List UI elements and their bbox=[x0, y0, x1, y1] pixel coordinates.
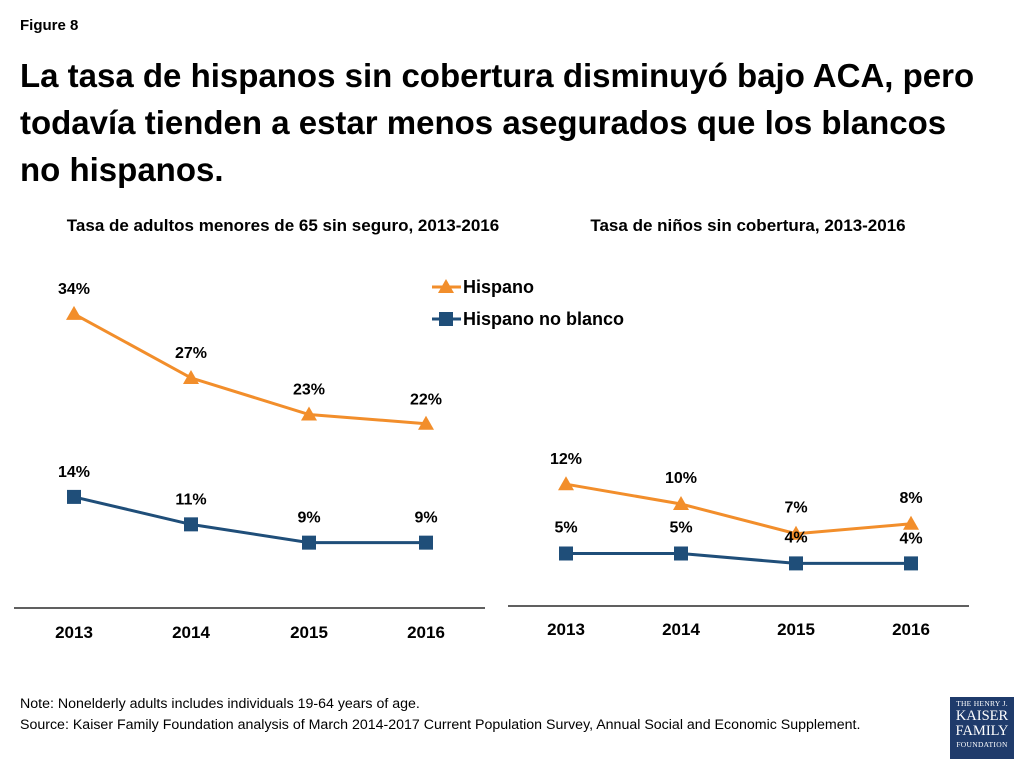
children-chart-title: Tasa de niños sin cobertura, 2013-2016 bbox=[590, 216, 905, 235]
adults-non-hispanic-white-point bbox=[184, 517, 198, 532]
adults-hispanic-point bbox=[418, 415, 434, 430]
children-hispanic-data-label: 7% bbox=[784, 500, 807, 517]
adults-tick-label: 2014 bbox=[172, 623, 210, 642]
adults-hispanic-data-label: 23% bbox=[293, 382, 325, 399]
logo-line4: FOUNDATION bbox=[956, 740, 1008, 749]
adults-non-hispanic-white-line bbox=[73, 495, 426, 545]
adults-non-hispanic-white-point bbox=[302, 535, 316, 550]
children-non-hispanic-white-data-label: 5% bbox=[669, 520, 692, 537]
logo-line1: THE HENRY J. bbox=[956, 699, 1008, 708]
children-tick-label: 2015 bbox=[777, 620, 815, 639]
children-non-hispanic-white-data-label: 4% bbox=[784, 529, 807, 546]
adults-non-hispanic-white-data-label: 11% bbox=[175, 491, 206, 508]
adults-hispanic-point bbox=[301, 406, 317, 421]
logo-line3: FAMILY bbox=[955, 723, 1009, 739]
adults-hispanic-data-label: 27% bbox=[175, 345, 207, 362]
adults-tick-label: 2016 bbox=[407, 623, 445, 642]
children-hispanic-data-label: 8% bbox=[899, 490, 922, 507]
children-non-hispanic-white-point bbox=[559, 546, 573, 561]
adults-non-hispanic-white-data-label: 9% bbox=[414, 510, 437, 527]
children-non-hispanic-white-point bbox=[789, 556, 803, 571]
adults-non-hispanic-white-point bbox=[419, 535, 433, 550]
footer: Note: Nonelderly adults includes individ… bbox=[20, 694, 870, 736]
children-tick-label: 2013 bbox=[547, 620, 585, 639]
children-hispanic-point bbox=[558, 476, 574, 491]
children-hispanic-point bbox=[788, 525, 804, 540]
charts-canvas: Tasa de adultos menores de 65 sin seguro… bbox=[14, 216, 969, 642]
page-title: La tasa de hispanos sin cobertura dismin… bbox=[20, 57, 975, 188]
children-non-hispanic-white-data-label: 4% bbox=[899, 530, 922, 547]
adults-non-hispanic-white-data-label: 14% bbox=[58, 464, 90, 481]
logo-line2: KAISER bbox=[955, 708, 1009, 724]
legend-triangle-marker bbox=[438, 279, 454, 293]
children-hispanic-data-label: 12% bbox=[550, 451, 582, 468]
adults-non-hispanic-white-point bbox=[67, 489, 81, 504]
adults-hispanic-point bbox=[66, 305, 82, 320]
kff-logo: THE HENRY J. KAISER FAMILY FOUNDATION bbox=[950, 697, 1014, 759]
children-non-hispanic-white-point bbox=[674, 546, 688, 561]
adults-hispanic-point bbox=[183, 369, 199, 384]
children-hispanic-line bbox=[565, 482, 912, 536]
adults-hispanic-line bbox=[73, 312, 427, 426]
children-hispanic-point bbox=[673, 496, 689, 510]
children-non-hispanic-white-point bbox=[904, 556, 918, 571]
figure-label: Figure 8 bbox=[20, 17, 79, 34]
legend-hispanic-label: Hispano bbox=[463, 277, 534, 297]
children-tick-label: 2016 bbox=[892, 620, 930, 639]
adults-hispanic-data-label: 22% bbox=[410, 392, 442, 409]
adults-tick-label: 2015 bbox=[290, 623, 328, 642]
children-non-hispanic-white-data-label: 5% bbox=[554, 520, 577, 537]
children-tick-label: 2014 bbox=[662, 620, 700, 639]
children-non-hispanic-white-line bbox=[566, 552, 911, 565]
adults-chart-title: Tasa de adultos menores de 65 sin seguro… bbox=[67, 216, 499, 235]
children-hispanic-data-label: 10% bbox=[665, 470, 697, 487]
adults-non-hispanic-white-data-label: 9% bbox=[297, 510, 320, 527]
adults-tick-label: 2013 bbox=[55, 623, 93, 642]
footer-source: Source: Kaiser Family Foundation analysi… bbox=[20, 717, 861, 733]
adults-hispanic-data-label: 34% bbox=[58, 281, 90, 298]
footer-note: Note: Nonelderly adults includes individ… bbox=[20, 696, 420, 712]
children-hispanic-point bbox=[903, 515, 919, 530]
legend-square-marker bbox=[439, 312, 453, 326]
legend-non-hispanic-white-label: Hispano no blanco bbox=[463, 309, 624, 329]
